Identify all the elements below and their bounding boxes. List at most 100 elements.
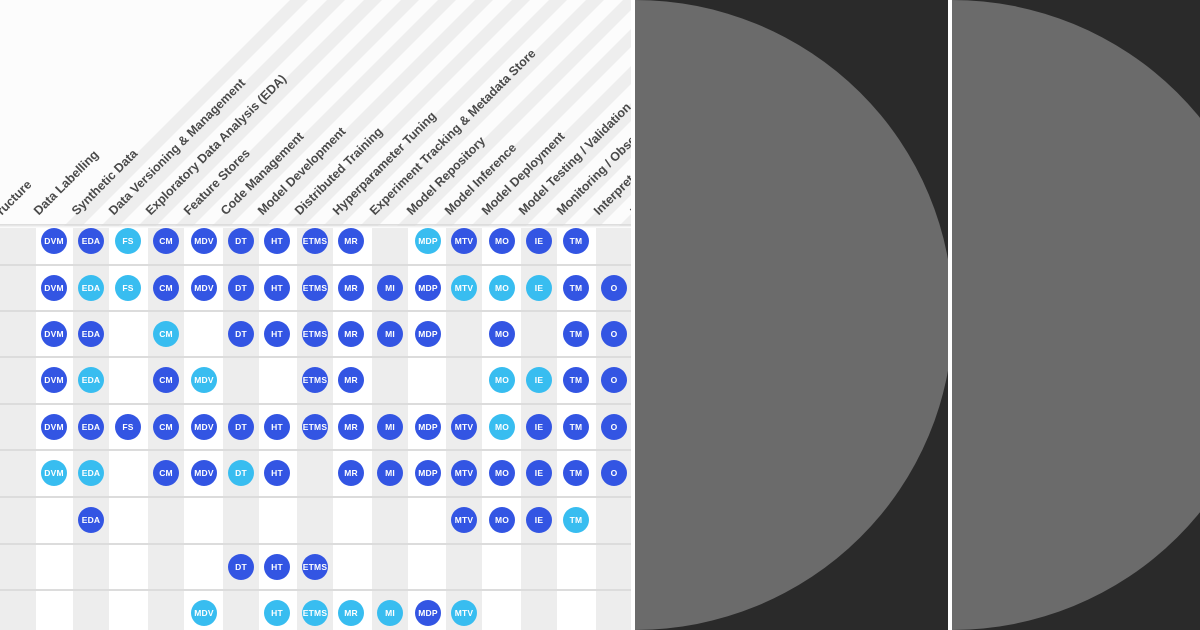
tool-badge-etms[interactable]: ETMS [302, 228, 328, 254]
tool-badge-etms[interactable]: ETMS [302, 554, 328, 580]
tool-badge-dvm[interactable]: DVM [41, 228, 67, 254]
tool-matrix: ructure Data Labelling Synthetic Data Data … [0, 0, 631, 630]
tool-badge-eda[interactable]: EDA [78, 507, 104, 533]
tool-badge-cm[interactable]: CM [153, 460, 179, 486]
tool-badge-o[interactable]: O [601, 321, 627, 347]
tool-badge-mo[interactable]: MO [489, 275, 515, 301]
tool-badge-eda[interactable]: EDA [78, 460, 104, 486]
tool-badge-ht[interactable]: HT [264, 600, 290, 626]
tool-badge-fs[interactable]: FS [115, 275, 141, 301]
tool-badge-dt[interactable]: DT [228, 460, 254, 486]
tool-badge-mdp[interactable]: MDP [415, 321, 441, 347]
tool-badge-mdv[interactable]: MDV [191, 414, 217, 440]
tool-badge-ie[interactable]: IE [526, 414, 552, 440]
tool-badge-dt[interactable]: DT [228, 228, 254, 254]
tool-badge-mr[interactable]: MR [338, 275, 364, 301]
tool-badge-mr[interactable]: MR [338, 460, 364, 486]
tool-badge-ie[interactable]: IE [526, 228, 552, 254]
tool-badge-mo[interactable]: MO [489, 507, 515, 533]
tool-badge-mdp[interactable]: MDP [415, 460, 441, 486]
tool-badge-mdv[interactable]: MDV [191, 367, 217, 393]
tool-badge-fs[interactable]: FS [115, 228, 141, 254]
tool-badge-tm[interactable]: TM [563, 507, 589, 533]
tool-badge-mdv[interactable]: MDV [191, 600, 217, 626]
tool-badge-tm[interactable]: TM [563, 275, 589, 301]
tool-badge-mdp[interactable]: MDP [415, 228, 441, 254]
tool-badge-dvm[interactable]: DVM [41, 321, 67, 347]
tool-badge-mo[interactable]: MO [489, 460, 515, 486]
tool-badge-ie[interactable]: IE [526, 367, 552, 393]
tool-badge-o[interactable]: O [601, 460, 627, 486]
tool-badge-eda[interactable]: EDA [78, 275, 104, 301]
tool-badge-mr[interactable]: MR [338, 228, 364, 254]
tool-badge-dt[interactable]: DT [228, 554, 254, 580]
tool-badge-tm[interactable]: TM [563, 228, 589, 254]
tool-badge-cm[interactable]: CM [153, 228, 179, 254]
tool-badge-mo[interactable]: MO [489, 367, 515, 393]
tool-badge-tm[interactable]: TM [563, 414, 589, 440]
tool-badge-mi[interactable]: MI [377, 460, 403, 486]
tool-badge-ht[interactable]: HT [264, 460, 290, 486]
tool-badge-ie[interactable]: IE [526, 460, 552, 486]
tool-badge-o[interactable]: O [601, 367, 627, 393]
tool-badge-mr[interactable]: MR [338, 367, 364, 393]
tool-badge-mr[interactable]: MR [338, 600, 364, 626]
tool-badge-eda[interactable]: EDA [78, 321, 104, 347]
column-band [0, 228, 36, 630]
tool-badge-mdp[interactable]: MDP [415, 414, 441, 440]
tool-badge-mi[interactable]: MI [377, 414, 403, 440]
tool-badge-cm[interactable]: CM [153, 367, 179, 393]
tool-badge-ht[interactable]: HT [264, 228, 290, 254]
tool-badge-dt[interactable]: DT [228, 321, 254, 347]
tool-badge-etms[interactable]: ETMS [302, 600, 328, 626]
tool-badge-ht[interactable]: HT [264, 275, 290, 301]
tool-badge-tm[interactable]: TM [563, 321, 589, 347]
tool-badge-eda[interactable]: EDA [78, 367, 104, 393]
row-separator [0, 264, 631, 266]
tool-badge-tm[interactable]: TM [563, 367, 589, 393]
tool-badge-mtv[interactable]: MTV [451, 507, 477, 533]
tool-badge-cm[interactable]: CM [153, 321, 179, 347]
tool-badge-mdp[interactable]: MDP [415, 275, 441, 301]
tool-badge-dt[interactable]: DT [228, 275, 254, 301]
tool-badge-etms[interactable]: ETMS [302, 275, 328, 301]
tool-badge-etms[interactable]: ETMS [302, 414, 328, 440]
tool-badge-mtv[interactable]: MTV [451, 414, 477, 440]
tool-badge-fs[interactable]: FS [115, 414, 141, 440]
tool-badge-mr[interactable]: MR [338, 321, 364, 347]
tool-badge-dt[interactable]: DT [228, 414, 254, 440]
tool-badge-cm[interactable]: CM [153, 414, 179, 440]
tool-badge-dvm[interactable]: DVM [41, 367, 67, 393]
tool-badge-mtv[interactable]: MTV [451, 228, 477, 254]
tool-badge-mtv[interactable]: MTV [451, 460, 477, 486]
tool-badge-mi[interactable]: MI [377, 321, 403, 347]
tool-badge-ie[interactable]: IE [526, 507, 552, 533]
tool-badge-o[interactable]: O [601, 275, 627, 301]
tool-badge-cm[interactable]: CM [153, 275, 179, 301]
tool-badge-eda[interactable]: EDA [78, 414, 104, 440]
tool-badge-mdv[interactable]: MDV [191, 275, 217, 301]
tool-badge-mi[interactable]: MI [377, 275, 403, 301]
tool-badge-ht[interactable]: HT [264, 321, 290, 347]
tool-badge-mo[interactable]: MO [489, 321, 515, 347]
tool-badge-ht[interactable]: HT [264, 414, 290, 440]
tool-badge-tm[interactable]: TM [563, 460, 589, 486]
tool-badge-etms[interactable]: ETMS [302, 367, 328, 393]
tool-badge-dvm[interactable]: DVM [41, 275, 67, 301]
tool-badge-mdp[interactable]: MDP [415, 600, 441, 626]
tool-badge-dvm[interactable]: DVM [41, 414, 67, 440]
tool-badge-mtv[interactable]: MTV [451, 275, 477, 301]
tool-badge-dvm[interactable]: DVM [41, 460, 67, 486]
tool-badge-etms[interactable]: ETMS [302, 321, 328, 347]
tool-badge-mdv[interactable]: MDV [191, 228, 217, 254]
tool-badge-eda[interactable]: EDA [78, 228, 104, 254]
tool-badge-ie[interactable]: IE [526, 275, 552, 301]
tool-badge-mi[interactable]: MI [377, 600, 403, 626]
tool-badge-mo[interactable]: MO [489, 414, 515, 440]
tool-badge-mdv[interactable]: MDV [191, 460, 217, 486]
tool-badge-ht[interactable]: HT [264, 554, 290, 580]
tool-badge-mr[interactable]: MR [338, 414, 364, 440]
tool-badge-mo[interactable]: MO [489, 228, 515, 254]
tool-badge-mtv[interactable]: MTV [451, 600, 477, 626]
tool-badge-o[interactable]: O [601, 414, 627, 440]
